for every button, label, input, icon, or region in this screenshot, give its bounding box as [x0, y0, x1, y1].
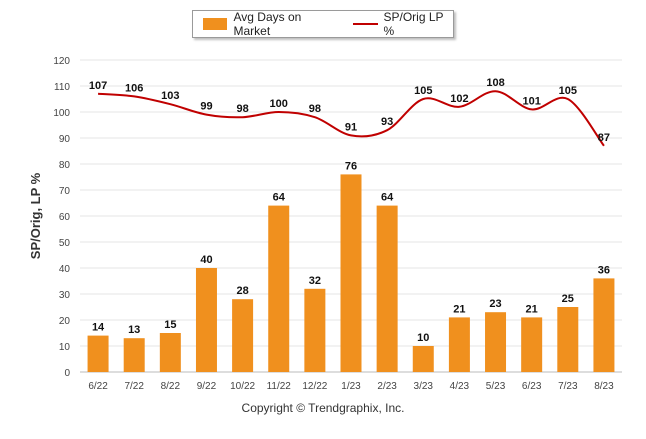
line-value-label: 108	[486, 77, 504, 89]
bar-value-label: 21	[453, 303, 465, 315]
bar	[304, 288, 326, 372]
line-value-label: 107	[89, 80, 107, 92]
line-value-label: 87	[598, 132, 610, 144]
x-tick-label: 7/22	[124, 381, 144, 392]
bar-value-label: 32	[309, 275, 321, 287]
bar	[557, 307, 579, 372]
line-value-label: 105	[414, 85, 432, 97]
x-tick-label: 6/23	[522, 381, 542, 392]
y-tick-label: 80	[59, 160, 71, 171]
y-tick-label: 0	[64, 368, 70, 379]
line-value-label: 93	[381, 116, 393, 128]
legend-bar-label: Avg Days on Market	[233, 10, 302, 38]
bar-value-label: 14	[92, 322, 105, 334]
bar-value-label: 64	[381, 192, 394, 204]
x-tick-label: 8/23	[594, 381, 614, 392]
bar	[232, 299, 254, 372]
y-tick-label: 10	[59, 342, 71, 353]
x-tick-label: 8/22	[161, 381, 181, 392]
bar-value-label: 23	[489, 298, 501, 310]
line-value-label: 103	[161, 90, 179, 102]
bar	[268, 205, 290, 372]
bar	[340, 174, 362, 372]
line-value-label: 105	[559, 85, 577, 97]
x-tick-label: 5/23	[486, 381, 506, 392]
line-value-label: 106	[125, 82, 143, 94]
legend-bar-swatch	[203, 18, 228, 30]
bar	[376, 205, 398, 372]
y-tick-label: 40	[59, 264, 71, 275]
line-value-label: 91	[345, 121, 357, 133]
y-tick-label: 100	[53, 108, 70, 119]
y-tick-label: 70	[59, 186, 71, 197]
x-tick-label: 2/23	[377, 381, 397, 392]
bar	[448, 317, 470, 372]
y-tick-label: 120	[53, 56, 70, 67]
y-tick-label: 50	[59, 238, 71, 249]
sp-orig-lp-line	[97, 90, 605, 147]
line-value-label: 100	[270, 98, 288, 110]
x-tick-label: 10/22	[230, 381, 255, 392]
bar-value-label: 10	[417, 332, 429, 344]
legend-line-swatch	[353, 23, 378, 25]
bar	[521, 317, 543, 372]
bar-value-label: 40	[200, 254, 212, 266]
bar-value-label: 13	[128, 324, 140, 336]
bar-value-label: 64	[273, 192, 286, 204]
y-tick-label: 30	[59, 290, 71, 301]
legend-line-label: SP/Orig LP %	[383, 10, 444, 38]
x-tick-label: 6/22	[88, 381, 108, 392]
line-value-label: 102	[450, 93, 468, 105]
line-value-label: 101	[522, 95, 540, 107]
bar-value-label: 28	[236, 285, 248, 297]
bar	[123, 338, 145, 372]
x-tick-label: 4/23	[450, 381, 470, 392]
bar-value-label: 25	[562, 293, 574, 305]
x-tick-label: 3/23	[414, 381, 434, 392]
x-tick-label: 11/22	[267, 381, 292, 392]
bar-value-label: 15	[164, 319, 176, 331]
y-tick-label: 20	[59, 316, 71, 327]
y-tick-label: 60	[59, 212, 71, 223]
bar	[87, 335, 109, 372]
line-value-label: 98	[309, 103, 321, 115]
bar-value-label: 21	[526, 303, 538, 315]
x-tick-label: 1/23	[341, 381, 361, 392]
bar	[159, 333, 181, 372]
legend: Avg Days on Market SP/Orig LP %	[192, 10, 454, 38]
bar	[485, 312, 507, 372]
x-tick-label: 7/23	[558, 381, 578, 392]
copyright-footer: Copyright © Trendgraphix, Inc.	[241, 401, 405, 415]
line-value-label: 98	[236, 103, 248, 115]
bar	[593, 278, 615, 372]
x-tick-label: 9/22	[197, 381, 217, 392]
bar	[412, 346, 434, 372]
bar-value-label: 76	[345, 160, 357, 172]
y-tick-label: 90	[59, 134, 71, 145]
y-axis-title: SP/Orig, LP %	[28, 172, 43, 259]
x-tick-label: 12/22	[302, 381, 327, 392]
y-tick-label: 110	[54, 82, 70, 93]
bar	[195, 268, 217, 372]
bar-value-label: 36	[598, 264, 610, 276]
line-value-label: 99	[200, 101, 212, 113]
